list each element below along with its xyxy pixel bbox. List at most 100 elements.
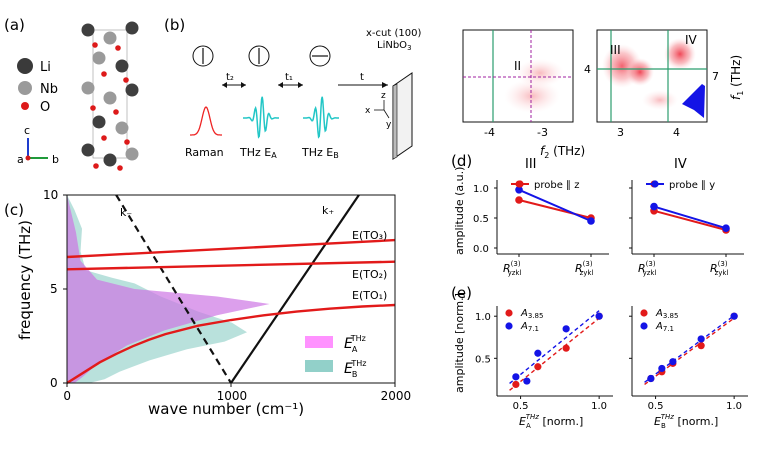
e-ylabel: amplitude [norm.]	[453, 293, 466, 393]
e-fit-line	[644, 317, 735, 386]
sample-material-label: LiNbO3	[377, 40, 412, 52]
e-point	[562, 325, 570, 333]
li-atom-icon	[17, 58, 33, 74]
e-xlabel: EBTHz [norm.]	[654, 413, 718, 430]
polarization-eb-icon	[309, 45, 331, 67]
c-ytick-label: 0	[50, 376, 58, 390]
plot-c-ticks: 0 1000 2000 0 5 10	[43, 188, 411, 403]
crystal-atom	[125, 147, 139, 161]
thz-eb-label: THz EB	[301, 146, 339, 160]
crystal-oxygen	[115, 45, 121, 51]
spectrum-right-blue-feature	[682, 84, 705, 118]
polarization-ea-icon	[248, 45, 270, 67]
d-legend-text-0: probe ∥ z	[534, 180, 579, 191]
d-point	[515, 186, 523, 194]
e-point	[669, 358, 677, 366]
d-xtick-label: R(3) zykl	[575, 260, 593, 277]
e-xlabel: EATHz [norm.]	[519, 413, 583, 430]
d-ytick-label: 1.0	[473, 184, 489, 195]
axis-b-label: b	[52, 153, 59, 166]
e-point	[730, 312, 738, 320]
crystal-oxygen	[101, 71, 107, 77]
polarization-raman-icon	[192, 45, 214, 67]
d-ytick-label: 0.5	[473, 214, 489, 225]
axis-c-label: c	[24, 124, 30, 137]
panel-label-d: (d)	[451, 152, 472, 170]
crystal-oxygen	[90, 105, 96, 111]
spectra-ylabel: f1 (THz)	[729, 55, 745, 100]
raman-label: Raman	[185, 146, 224, 159]
e-fit-line	[644, 314, 735, 383]
k-plus-label: k₊	[322, 204, 334, 217]
d-point	[587, 217, 595, 225]
d-ytick-label: 0.0	[473, 244, 489, 255]
crystal-oxygen	[117, 165, 123, 171]
thz-ea-pulse	[243, 96, 279, 139]
e-point	[562, 344, 570, 352]
crystal-atom	[81, 23, 95, 37]
crystal-atom	[92, 51, 106, 65]
delay-t2-label: t₂	[226, 72, 234, 83]
spectrum-2d-right: III IV 3 4 7 f2 (THz) f1 (THz)	[540, 29, 745, 160]
d-series-line	[653, 205, 727, 230]
crystal-oxygen	[124, 139, 130, 145]
eto2-label: E(TO₂)	[352, 268, 387, 281]
e-xtick-label: 0.5	[648, 401, 664, 412]
overlap-area	[67, 195, 270, 383]
e-legend-text: A3.85	[655, 308, 678, 320]
o-label: O	[40, 100, 50, 115]
sample-cut-label: x-cut (100)	[366, 28, 421, 39]
thz-ea-label: THz EA	[239, 146, 277, 160]
right-xtick-0: 3	[617, 126, 624, 139]
crystal-atom	[115, 59, 129, 73]
panel-label-b: (b)	[164, 16, 185, 34]
region-iv-label: IV	[685, 33, 698, 47]
li-label: Li	[40, 60, 51, 75]
c-ytick-label: 5	[50, 282, 58, 296]
e-point	[697, 342, 705, 350]
k-minus-label: k₋	[120, 206, 132, 219]
right-xtick-1: 4	[673, 126, 680, 139]
amplitude-ratio-plots: III IV 0.0 0.5 1.0 R(3) yzkl R(3) zykl R(3) yzk…	[453, 157, 744, 277]
d-legend-dot-0	[516, 180, 524, 188]
crystal-atom	[103, 31, 117, 45]
delay-t1-label: t₁	[285, 72, 293, 83]
e-ytick-label: 0.5	[475, 354, 491, 365]
crystal-oxygen	[123, 77, 129, 83]
c-xtick-label: 2000	[381, 389, 412, 403]
d-xtick-label: R(3) zykl	[710, 260, 728, 277]
crystal-oxygen	[101, 135, 107, 141]
crystal-atom	[115, 121, 129, 135]
d-series-line	[518, 188, 592, 222]
axis-a-dot	[25, 155, 31, 161]
e-xtick-label: 0.5	[513, 401, 529, 412]
d-point	[722, 224, 730, 232]
dispersion-line-3	[66, 260, 396, 271]
e-legend-dot	[505, 322, 513, 330]
d-title-iv: IV	[674, 157, 687, 172]
c-ytick-label: 10	[43, 188, 58, 202]
d-xtick-label: R(3) yzkl	[503, 260, 521, 277]
axis-a-label: a	[17, 153, 24, 166]
crystal-axes: c a b	[17, 124, 59, 166]
d-point	[515, 196, 523, 204]
lab-axis-y: y	[386, 120, 392, 130]
crystal-oxygen	[93, 163, 99, 169]
legend-eb-swatch	[305, 360, 333, 372]
left-xtick-0: -4	[484, 126, 495, 139]
crystal-atom	[92, 115, 106, 129]
e-xtick-label: 1.0	[726, 401, 742, 412]
crystal-atom	[125, 83, 139, 97]
e-point	[512, 373, 520, 381]
ytick-7: 7	[712, 70, 719, 83]
d-legend-text-1: probe ∥ y	[669, 180, 715, 191]
crystal-atom	[103, 91, 117, 105]
d-ylabel: amplitude (a.u.)	[453, 167, 466, 255]
crystal-atom	[81, 143, 95, 157]
plot-c-xlabel: wave number (cm⁻¹)	[148, 400, 304, 418]
e-point	[534, 349, 542, 357]
c-xtick-label: 1000	[217, 389, 248, 403]
d-series-line	[653, 209, 727, 231]
